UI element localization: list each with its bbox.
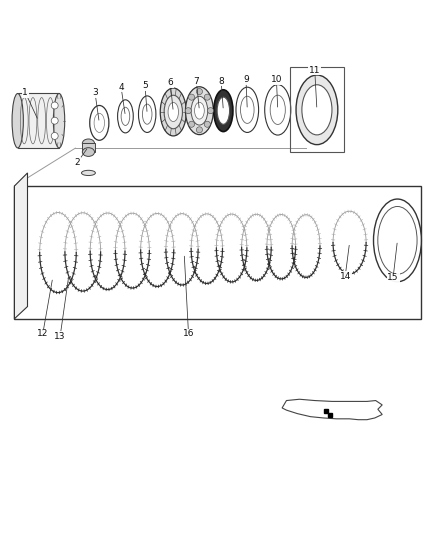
Text: 7: 7 <box>194 77 199 86</box>
Circle shape <box>204 94 210 100</box>
Text: 1: 1 <box>22 88 28 97</box>
Ellipse shape <box>53 93 65 148</box>
Ellipse shape <box>82 148 95 156</box>
Bar <box>82 143 95 152</box>
Ellipse shape <box>217 97 230 124</box>
Ellipse shape <box>81 171 95 175</box>
Ellipse shape <box>185 87 213 135</box>
Text: 14: 14 <box>339 272 351 280</box>
Bar <box>18 93 59 148</box>
Ellipse shape <box>12 93 23 148</box>
Text: 4: 4 <box>118 83 124 92</box>
Text: 13: 13 <box>54 332 66 341</box>
Polygon shape <box>282 399 382 419</box>
Circle shape <box>204 121 210 127</box>
Ellipse shape <box>82 139 95 148</box>
Circle shape <box>208 108 214 114</box>
Circle shape <box>188 94 194 100</box>
Text: 12: 12 <box>37 329 49 338</box>
Bar <box>290 67 344 152</box>
Ellipse shape <box>191 96 208 125</box>
Ellipse shape <box>374 199 421 282</box>
Text: 2: 2 <box>75 158 80 166</box>
Text: 6: 6 <box>167 78 173 87</box>
Circle shape <box>196 127 202 133</box>
Circle shape <box>188 121 194 127</box>
Ellipse shape <box>194 102 204 119</box>
Text: 11: 11 <box>309 66 321 75</box>
Circle shape <box>51 133 58 140</box>
Circle shape <box>196 88 202 94</box>
Ellipse shape <box>168 102 179 122</box>
Text: 9: 9 <box>243 75 249 84</box>
Ellipse shape <box>296 75 338 144</box>
Polygon shape <box>14 186 421 319</box>
Text: 5: 5 <box>142 81 148 90</box>
Circle shape <box>51 117 58 124</box>
Ellipse shape <box>214 90 233 132</box>
Text: 15: 15 <box>387 273 399 282</box>
Polygon shape <box>14 173 28 319</box>
Circle shape <box>51 102 58 109</box>
Ellipse shape <box>302 85 332 135</box>
Ellipse shape <box>160 88 186 136</box>
Text: 16: 16 <box>183 329 194 338</box>
Text: 10: 10 <box>271 75 282 84</box>
Text: 3: 3 <box>92 88 98 97</box>
Text: 8: 8 <box>218 77 224 86</box>
Circle shape <box>185 108 191 114</box>
Ellipse shape <box>164 95 183 129</box>
Ellipse shape <box>378 206 417 274</box>
